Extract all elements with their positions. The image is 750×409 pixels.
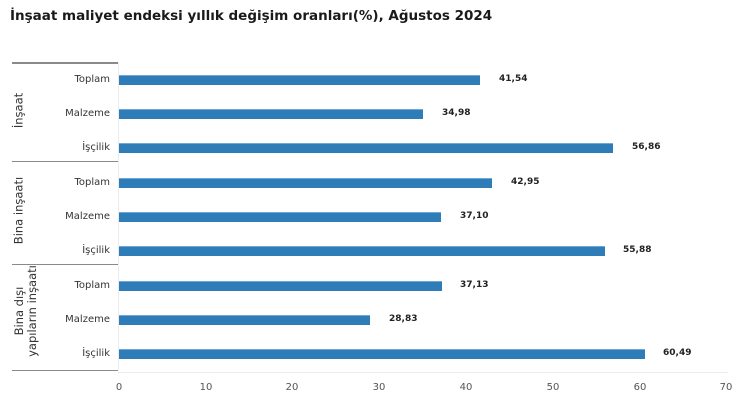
- value-label: 41,54: [499, 74, 528, 84]
- x-tick-label: 30: [372, 382, 386, 393]
- value-label: 37,10: [460, 211, 489, 221]
- bar-insaat-malzeme: [119, 109, 423, 119]
- value-label: 55,88: [623, 245, 652, 255]
- group-label-line-2: yapıların inşaatı: [25, 265, 39, 357]
- x-tick-label: 20: [285, 382, 299, 393]
- value-label: 28,83: [389, 314, 418, 324]
- category-label: Toplam: [74, 74, 110, 85]
- value-label: 60,49: [663, 348, 692, 358]
- value-label: 37,13: [460, 280, 489, 290]
- x-tick-label: 10: [199, 382, 213, 393]
- category-label: Malzeme: [65, 314, 110, 325]
- bar-binadisi-toplam: [119, 281, 442, 291]
- bar-binadisi-iscilik: [119, 349, 645, 359]
- group-separator: [12, 161, 118, 162]
- x-tick-label: 60: [633, 382, 647, 393]
- category-label: Malzeme: [65, 211, 110, 222]
- bar-bina-toplam: [119, 178, 492, 188]
- y-axis-line: [118, 62, 119, 370]
- x-tick-label: 70: [719, 382, 733, 393]
- chart-title: İnşaat maliyet endeksi yıllık değişim or…: [10, 8, 493, 24]
- group-separator: [12, 62, 118, 64]
- bar-binadisi-malzeme: [119, 315, 370, 325]
- x-axis-line: [118, 372, 728, 373]
- category-label: İşçilik: [82, 245, 110, 256]
- x-tick-label: 50: [546, 382, 560, 393]
- value-label: 42,95: [511, 177, 540, 187]
- group-label-bina-disi: Bina dışı yapıların inşaatı: [12, 256, 39, 366]
- bar-insaat-iscilik: [119, 143, 613, 153]
- bar-bina-malzeme: [119, 212, 441, 222]
- x-tick-label: 0: [115, 382, 123, 393]
- group-separator: [12, 370, 118, 371]
- bar-insaat-toplam: [119, 75, 480, 85]
- bar-bina-iscilik: [119, 246, 605, 256]
- group-label-bina-insaati: Bina inşaatı: [11, 176, 26, 245]
- group-separator: [12, 264, 118, 265]
- group-label-insaat: İnşaat: [11, 92, 26, 129]
- value-label: 34,98: [442, 108, 471, 118]
- category-label: Toplam: [74, 177, 110, 188]
- category-label: Malzeme: [65, 108, 110, 119]
- category-label: Toplam: [74, 280, 110, 291]
- value-label: 56,86: [632, 142, 661, 152]
- x-tick-label: 40: [459, 382, 473, 393]
- category-label: İşçilik: [82, 348, 110, 359]
- category-label: İşçilik: [82, 142, 110, 153]
